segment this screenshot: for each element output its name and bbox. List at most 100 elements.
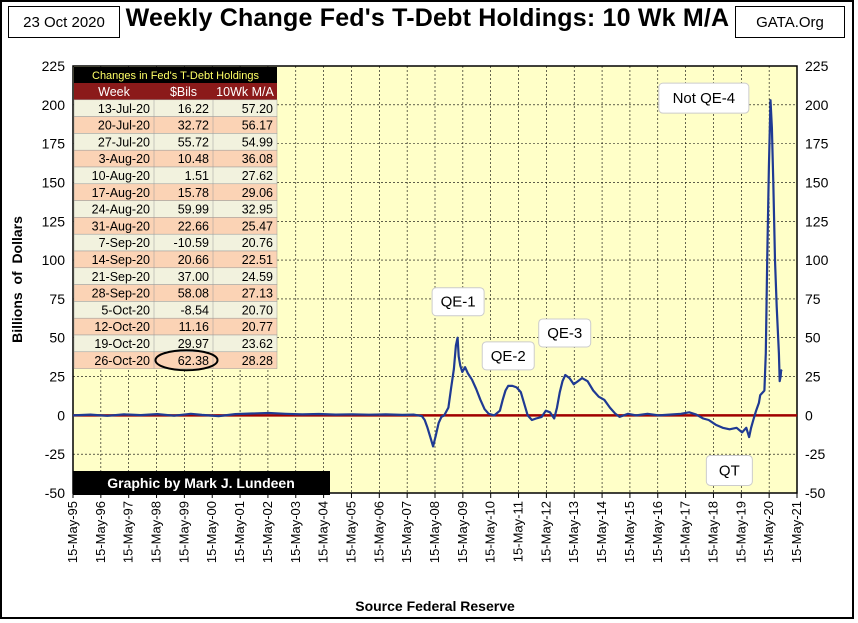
- y-tick-label-right: 0: [805, 407, 813, 423]
- y-tick-label-right: -50: [805, 485, 825, 501]
- table-cell: 25.47: [242, 219, 273, 233]
- data-table: Changes in Fed's T-Debt Holdings Week $Bil…: [73, 67, 330, 495]
- x-tick-label: 15-May-11: [511, 501, 526, 562]
- table-cell: 11.16: [179, 320, 209, 334]
- annotation-label: QE-1: [441, 294, 476, 311]
- x-tick-label: 15-May-18: [705, 501, 720, 563]
- table-cell: 17-Aug-20: [92, 186, 150, 200]
- x-tick-label: 15-May-98: [149, 501, 164, 563]
- annotation-box: [431, 287, 485, 317]
- y-tick-label-right: 225: [805, 58, 829, 74]
- table-column-header: 10Wk M/A: [216, 85, 274, 99]
- x-tick-label: 15-May-15: [622, 501, 637, 563]
- source-tag: GATA.Org: [735, 6, 845, 38]
- table-cell: 10.48: [178, 152, 209, 166]
- table-cell: 56.17: [242, 119, 273, 133]
- annotation-box: [481, 341, 535, 371]
- x-tick-label: 15-May-21: [789, 501, 804, 563]
- table-cell: 22.51: [242, 253, 273, 267]
- x-tick-label: 15-May-19: [733, 501, 748, 563]
- table-cell: 20.66: [178, 253, 209, 267]
- table-cell: 31-Aug-20: [92, 219, 150, 233]
- y-tick-label-left: 100: [42, 252, 66, 268]
- table-cell: 57.20: [242, 102, 273, 116]
- x-tick-label: 15-May-13: [566, 501, 581, 563]
- table-header-bg: [74, 83, 277, 100]
- annotation-box: [538, 318, 592, 348]
- table-cell: 5-Oct-20: [101, 303, 150, 317]
- y-tick-label-left: 50: [49, 330, 65, 346]
- table-cell: 23.62: [242, 337, 273, 351]
- annotation-box: [658, 82, 750, 114]
- table-cell: 22.66: [178, 219, 209, 233]
- y-axis-label: Billions of Dollars: [9, 216, 25, 343]
- table-cell: 26-Oct-20: [94, 354, 150, 368]
- x-tick-label: 15-May-05: [343, 501, 358, 563]
- table-cell: 24-Aug-20: [92, 203, 150, 217]
- highlight-oval: [154, 349, 219, 372]
- y-tick-label-left: 75: [49, 291, 65, 307]
- x-tick-label: 15-May-14: [594, 501, 609, 563]
- credit-text: Graphic by Mark J. Lundeen: [107, 475, 295, 491]
- y-tick-label-left: 175: [42, 136, 66, 152]
- table-cell: 20.70: [242, 303, 273, 317]
- table-cell: 7-Sep-20: [99, 236, 150, 250]
- annotation-box: [705, 454, 753, 486]
- y-tick-label-left: 25: [49, 369, 65, 385]
- y-tick-label-left: 0: [57, 407, 65, 423]
- table-cell: 24.59: [242, 270, 273, 284]
- table-cell: 12-Oct-20: [94, 320, 150, 334]
- table-cell: 19-Oct-20: [94, 337, 150, 351]
- y-tick-label-right: 25: [805, 369, 821, 385]
- y-tick-label-right: 200: [805, 97, 829, 113]
- x-tick-label: 15-May-06: [371, 501, 386, 563]
- table-cell: 55.72: [178, 135, 209, 149]
- table-cell: 28.28: [242, 354, 273, 368]
- x-tick-label: 15-May-95: [65, 501, 80, 563]
- x-tick-label: 15-May-20: [761, 501, 776, 563]
- table-title-bg: [74, 67, 277, 83]
- annotation-label: QT: [719, 462, 740, 479]
- y-tick-label-left: 200: [42, 97, 66, 113]
- x-tick-label: 15-May-09: [455, 501, 470, 563]
- y-tick-label-left: 150: [42, 174, 66, 190]
- table-cell: 14-Sep-20: [92, 253, 150, 267]
- y-tick-label-right: 100: [805, 252, 829, 268]
- y-tick-label-left: -25: [45, 446, 65, 462]
- x-tick-label: 15-May-07: [399, 501, 414, 563]
- table-cell: 58.08: [178, 287, 209, 301]
- y-tick-label-right: -25: [805, 446, 825, 462]
- table-cell: 29.97: [178, 337, 209, 351]
- x-tick-label: 15-May-96: [93, 501, 108, 563]
- x-tick-label: 15-May-99: [176, 501, 191, 563]
- credit-banner: [73, 471, 330, 495]
- table-cell: 27-Jul-20: [98, 135, 150, 149]
- annotation-label: QE-3: [547, 325, 582, 342]
- date-label: 23 Oct 2020: [8, 6, 120, 38]
- table-cell: -10.59: [174, 236, 209, 250]
- y-tick-label-right: 125: [805, 213, 829, 229]
- table-cell: 15.78: [178, 186, 209, 200]
- table-cell: 29.06: [242, 186, 273, 200]
- x-tick-label: 15-May-10: [483, 501, 498, 563]
- series-line-10wk-ma: [72, 99, 783, 448]
- x-axis-label: Source Federal Reserve: [355, 598, 515, 614]
- y-tick-label-left: 125: [42, 213, 66, 229]
- x-tick-label: 15-May-17: [678, 501, 693, 563]
- table-cell: 20.76: [242, 236, 273, 250]
- annotation-label: Not QE-4: [673, 90, 736, 107]
- table-cell: 32.95: [242, 203, 273, 217]
- y-tick-label-right: 50: [805, 330, 821, 346]
- table-cell: 10-Aug-20: [92, 169, 150, 183]
- table-column-header: $Bils: [170, 85, 197, 99]
- table-cell: 32.72: [178, 119, 209, 133]
- x-tick-label: 15-May-08: [427, 501, 442, 563]
- table-cell: -8.54: [181, 303, 210, 317]
- table-cell: 27.62: [242, 169, 273, 183]
- x-tick-label: 15-May-16: [650, 501, 665, 563]
- x-tick-label: 15-May-02: [260, 501, 275, 563]
- y-tick-label-right: 150: [805, 174, 829, 190]
- table-cell: 36.08: [242, 152, 273, 166]
- table-cell: 16.22: [178, 102, 209, 116]
